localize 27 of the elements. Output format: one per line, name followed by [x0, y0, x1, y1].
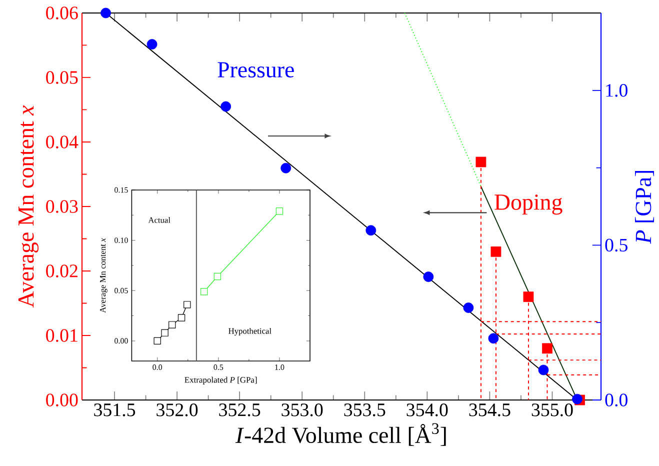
- y-tick-label: 0.01: [46, 329, 78, 342]
- x-tick-label: 355.0: [532, 404, 573, 416]
- y-tick-label: 0.05: [46, 71, 78, 84]
- y-axis-title: Average Mn content x: [18, 105, 39, 308]
- x-tick-label: 354.0: [406, 404, 448, 416]
- y2-tick-label: 0.0: [605, 394, 628, 406]
- x-tick-label: 352.5: [219, 404, 260, 416]
- x-tick-label: 353.0: [282, 404, 323, 416]
- x-tick-label: 351.5: [94, 404, 136, 416]
- x-tick-label: 352.0: [156, 404, 198, 416]
- x-axis-title: I-42d Volume cell [Å$^{3}$]: [235, 423, 446, 446]
- y2-tick-label: 1.0: [606, 84, 628, 97]
- y-tick-label: 0.02: [46, 264, 78, 278]
- y-tick-label: 0.06: [46, 6, 78, 20]
- x-tick-label: 353.5: [344, 404, 386, 416]
- y2-axis-title: P [GPa]: [635, 170, 654, 244]
- series-label: Pressure: [218, 62, 294, 78]
- y-tick-label: 0.00: [46, 394, 78, 406]
- series-label: Doping: [494, 194, 562, 215]
- annotation: Actual: [148, 216, 170, 223]
- x-axis-title: Extrapolated P [GPa]: [184, 376, 257, 384]
- y-axis-title: Average Mn content x: [100, 238, 108, 313]
- x-tick-label: 354.5: [469, 404, 510, 416]
- y2-tick-label: 0.5: [605, 238, 628, 252]
- y-tick-label: 0.04: [46, 136, 78, 148]
- annotation: Hypothetical: [228, 328, 272, 336]
- y-tick-label: 0.03: [46, 200, 78, 213]
